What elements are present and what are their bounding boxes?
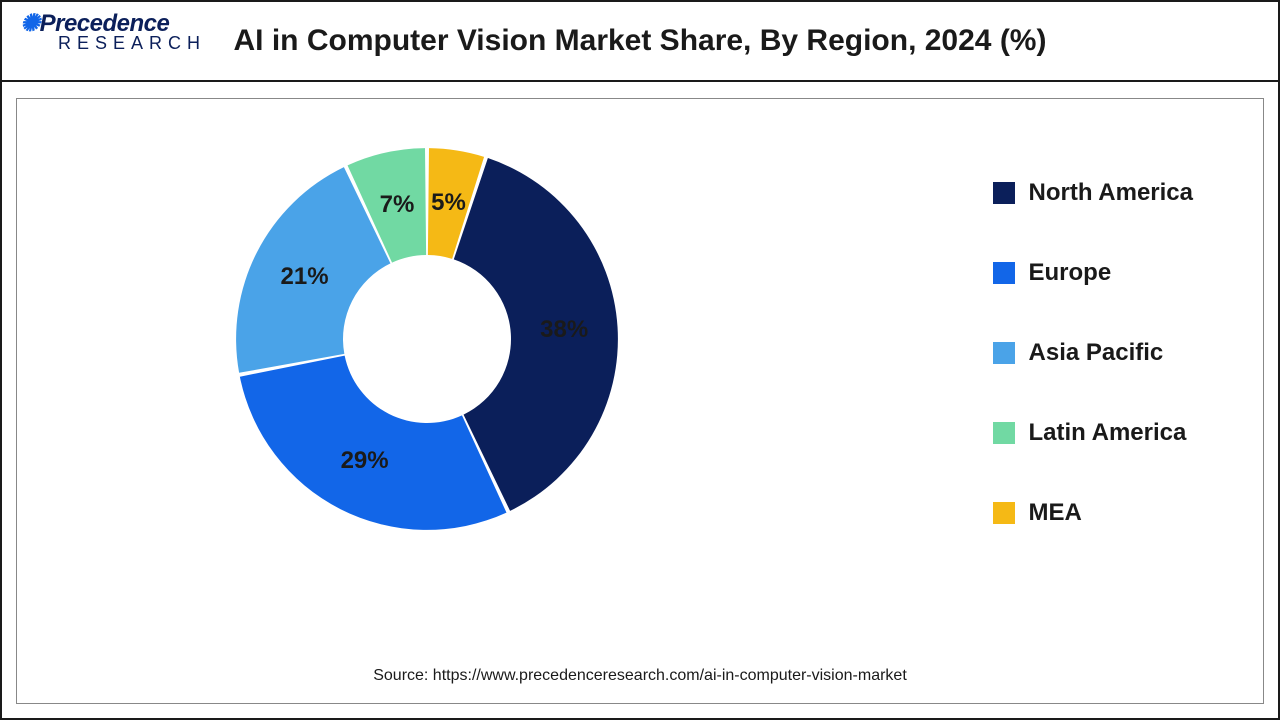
chart-area: 38% 29% 21% 7% 5% North America Europe Asia Pa… (16, 98, 1264, 704)
source-text: Source: https://www.precedenceresearch.c… (17, 667, 1263, 685)
donut-slice (240, 356, 507, 530)
legend-item: Asia Pacific (993, 339, 1193, 367)
legend-item: North America (993, 179, 1193, 207)
figure-frame: ✺Precedence RESEARCH AI in Computer Visi… (0, 0, 1280, 720)
legend-item: MEA (993, 499, 1193, 527)
header: ✺Precedence RESEARCH AI in Computer Visi… (2, 2, 1278, 82)
legend-item: Europe (993, 259, 1193, 287)
slice-label: 29% (341, 447, 389, 475)
legend-label: Asia Pacific (1029, 339, 1164, 367)
legend-swatch (993, 262, 1015, 284)
legend-swatch (993, 422, 1015, 444)
slice-label: 5% (431, 189, 466, 217)
legend-label: MEA (1029, 499, 1082, 527)
brand-name-sub: RESEARCH (58, 34, 206, 52)
legend: North America Europe Asia Pacific Latin Ame… (993, 179, 1193, 527)
legend-swatch (993, 182, 1015, 204)
legend-swatch (993, 342, 1015, 364)
legend-item: Latin America (993, 419, 1193, 447)
slice-label: 38% (540, 316, 588, 344)
slice-label: 7% (380, 191, 415, 219)
donut-chart: 38% 29% 21% 7% 5% (217, 129, 637, 549)
legend-label: Europe (1029, 259, 1112, 287)
legend-swatch (993, 502, 1015, 524)
slice-label: 21% (280, 263, 328, 291)
brand-logo: ✺Precedence RESEARCH (20, 12, 206, 52)
legend-label: Latin America (1029, 419, 1187, 447)
legend-label: North America (1029, 179, 1193, 207)
